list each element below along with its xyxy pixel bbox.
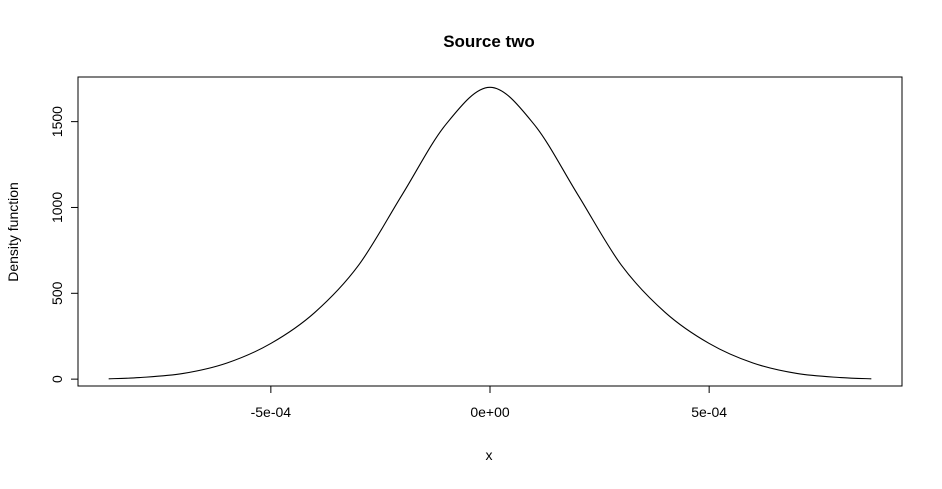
x-axis: -5e-04 0e+00 5e-04 xyxy=(251,386,728,420)
y-tick-label: 0 xyxy=(49,375,65,383)
density-curve xyxy=(109,87,872,378)
density-points xyxy=(109,87,872,379)
x-tick-label: 5e-04 xyxy=(691,404,727,420)
y-axis-label: Density function xyxy=(5,182,21,282)
plot-frame xyxy=(78,77,902,386)
x-tick-label: -5e-04 xyxy=(251,404,292,420)
y-tick-label: 1500 xyxy=(49,106,65,137)
x-axis-label: x xyxy=(486,447,493,463)
x-tick-label: 0e+00 xyxy=(470,404,510,420)
y-tick-label: 500 xyxy=(49,281,65,305)
y-tick-label: 1000 xyxy=(49,192,65,223)
y-axis: 0 500 1000 1500 xyxy=(49,106,78,383)
chart-title: Source two xyxy=(443,32,535,51)
